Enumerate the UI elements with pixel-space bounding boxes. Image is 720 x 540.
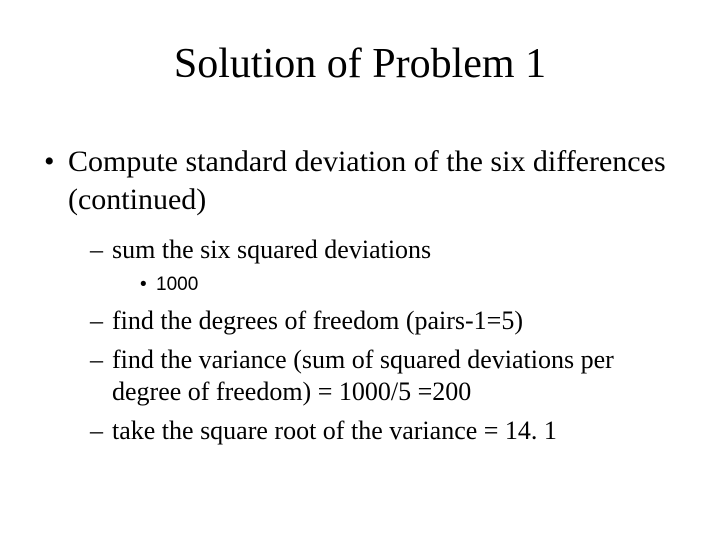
bullet-level1: • Compute standard deviation of the six … (68, 143, 680, 218)
bullet-level2: – find the degrees of freedom (pairs-1=5… (112, 305, 680, 338)
dash-icon: – (90, 305, 103, 338)
bullet-level2: – find the variance (sum of squared devi… (112, 344, 680, 409)
slide-title: Solution of Problem 1 (40, 40, 680, 88)
level3-text: 1000 (156, 274, 198, 295)
dash-icon: – (90, 415, 103, 448)
bullet-level2: – take the square root of the variance =… (112, 415, 680, 448)
bullet-dot-icon: • (44, 143, 55, 181)
dash-icon: – (90, 234, 103, 267)
bullet-level2: – sum the six squared deviations (112, 234, 680, 267)
level1-text: Compute standard deviation of the six di… (68, 143, 680, 218)
dash-icon: – (90, 344, 103, 377)
level2-text: sum the six squared deviations (112, 235, 431, 264)
level2-text: take the square root of the variance = 1… (112, 416, 557, 445)
bullet-dot-icon: • (140, 273, 147, 298)
level2-text: find the degrees of freedom (pairs-1=5) (112, 306, 523, 335)
level2-text: find the variance (sum of squared deviat… (112, 345, 614, 407)
bullet-level3: • 1000 (156, 273, 680, 298)
